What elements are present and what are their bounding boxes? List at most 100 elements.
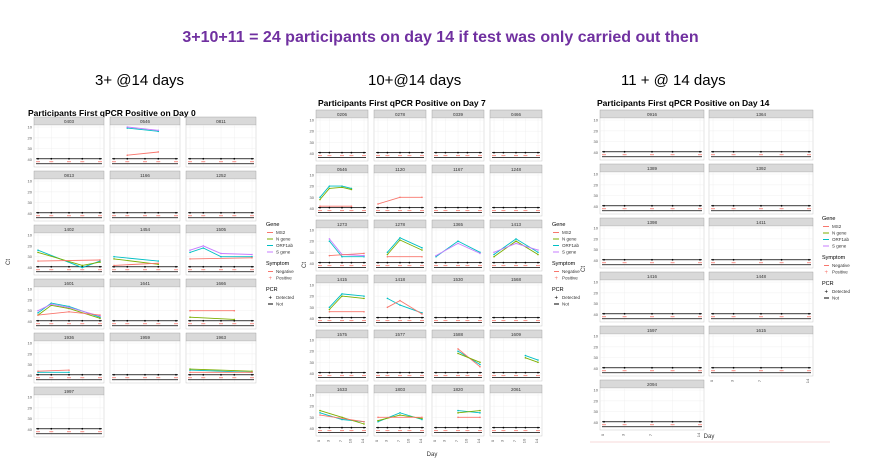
group-label-day14: 11 + @ 14 days <box>621 72 726 89</box>
facet-panel: 1413 <box>489 219 543 272</box>
facet-id: 0916 <box>647 112 658 117</box>
y-tick-label: 20 <box>594 290 599 295</box>
pcr-point <box>144 373 146 376</box>
series-point <box>479 409 481 412</box>
legend-title: Gene <box>266 222 279 228</box>
pcr-point <box>157 265 160 268</box>
series-point <box>113 264 115 267</box>
facet-panel: 2061 0 3 7 10 14 <box>489 384 543 443</box>
pcr-point <box>457 206 459 209</box>
y-tick-label: 20 <box>28 189 33 194</box>
pcr-point <box>220 211 222 214</box>
facet-panel: 0206 10 20 30 40 <box>310 109 369 162</box>
pcr-point <box>502 151 505 154</box>
y-tick-label: 20 <box>594 182 599 187</box>
series-point <box>341 295 343 297</box>
facet-panel: 0278 <box>373 109 427 162</box>
series-point <box>157 151 160 153</box>
facet-panel: 1597 10 20 30 40 <box>594 325 705 377</box>
facet-id: 1803 <box>395 387 406 392</box>
pcr-point <box>732 204 735 207</box>
y-tick-label: 20 <box>28 297 33 302</box>
pcr-point <box>603 204 605 207</box>
series-point <box>189 371 191 374</box>
series-point <box>537 361 539 364</box>
facet-panel: 1416 10 20 30 40 <box>594 271 705 323</box>
pcr-point <box>515 426 517 429</box>
pcr-point <box>537 371 539 374</box>
series-point <box>319 198 321 201</box>
legend-entry: Positive <box>276 276 292 281</box>
series-point <box>386 253 389 256</box>
pcr-point <box>386 371 389 374</box>
y-tick-label: 30 <box>28 362 33 367</box>
y-tick-label: 20 <box>310 404 315 409</box>
pcr-point <box>50 319 53 322</box>
y-tick-label: 40 <box>310 371 315 376</box>
pcr-point <box>623 312 626 315</box>
pcr-point <box>319 206 321 209</box>
pcr-point <box>220 373 222 376</box>
series-point <box>341 255 343 258</box>
y-tick-label: 40 <box>310 206 315 211</box>
series-point <box>189 316 191 319</box>
pcr-point <box>251 265 253 268</box>
series-point <box>328 240 331 242</box>
series-point <box>386 297 389 300</box>
series-point <box>537 251 539 254</box>
series-point <box>328 187 331 190</box>
series-point <box>189 309 191 312</box>
facet-id: 0339 <box>453 112 464 117</box>
pcr-point <box>457 316 459 319</box>
group-label-day0: 3+ @14 days <box>95 72 185 89</box>
pcr-point <box>408 316 411 319</box>
series-point <box>328 238 331 240</box>
pcr-point <box>671 366 674 369</box>
series-point <box>220 252 222 255</box>
facet-id: 1963 <box>216 335 227 340</box>
pcr-point <box>435 151 437 154</box>
y-tick-label: 20 <box>594 236 599 241</box>
series-point <box>113 258 115 260</box>
series-point <box>479 416 481 419</box>
pcr-point <box>712 312 714 315</box>
x-tick-label: 3 <box>383 439 388 442</box>
facet-id: 0813 <box>64 173 75 178</box>
series-point <box>515 238 517 240</box>
pcr-point <box>175 265 177 268</box>
legend-entry: Not <box>562 302 570 307</box>
pcr-point <box>699 366 701 369</box>
pcr-point <box>515 206 517 209</box>
legend-entry: ORF1ab <box>276 243 294 248</box>
x-tick-label: 0 <box>600 433 605 436</box>
legend-title: PCR <box>552 287 564 293</box>
facet-id: 1365 <box>453 222 464 227</box>
series-point <box>233 309 236 312</box>
pcr-point <box>363 261 365 264</box>
y-tick-label: 40 <box>594 420 599 425</box>
facet-id: 1615 <box>756 328 767 333</box>
y-tick-label: 20 <box>310 129 315 134</box>
facet-id: 1252 <box>216 173 227 178</box>
pcr-point <box>699 204 701 207</box>
pcr-point <box>81 319 84 322</box>
series-point <box>328 254 331 257</box>
legend-title: Gene <box>552 222 565 228</box>
pcr-point <box>537 151 539 154</box>
pcr-point <box>157 157 160 160</box>
series-point <box>377 416 379 419</box>
y-tick-label: 10 <box>28 233 33 238</box>
series-point <box>202 247 205 249</box>
pcr-point <box>202 157 205 160</box>
pcr-point <box>524 371 527 374</box>
pcr-point <box>328 316 331 319</box>
series-point <box>341 186 343 189</box>
x-tick-label: 10 <box>463 438 468 443</box>
legend-entry: MS2 <box>832 224 842 229</box>
legend-swatch: + <box>555 296 559 302</box>
pcr-point <box>363 426 365 429</box>
pcr-point <box>435 316 437 319</box>
pcr-point <box>399 316 401 319</box>
series-point <box>399 414 401 416</box>
